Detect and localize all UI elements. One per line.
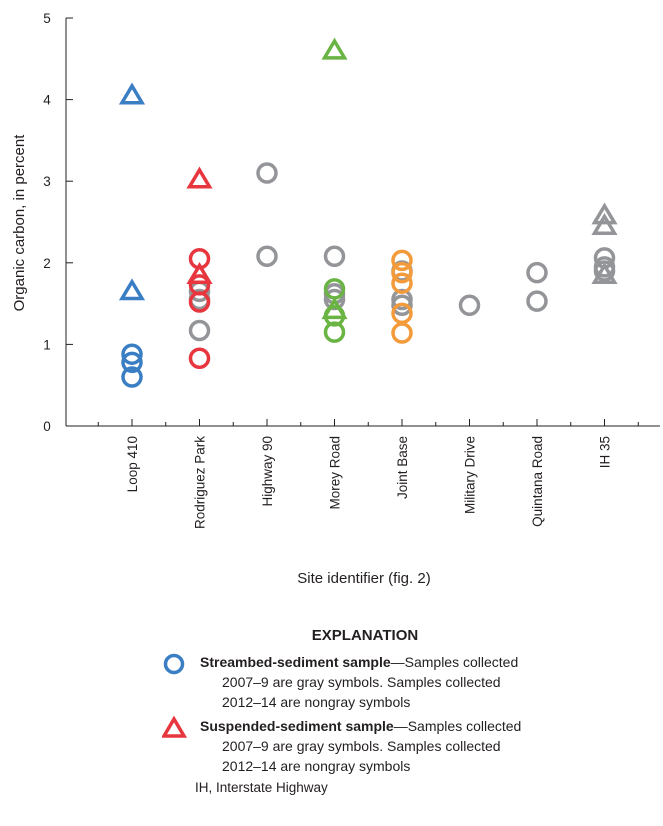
suspended-sample-point: [186, 166, 213, 189]
streambed-sample-point: [121, 343, 143, 365]
x-tick-labels: Loop 410 Rodriguez Park Highway 90 Morey Ro…: [125, 436, 613, 529]
streambed-sample-point: [391, 272, 413, 294]
streambed-sample-point: [256, 162, 278, 184]
legend-line-1: Streambed-sediment sample—Samples collec…: [200, 652, 600, 672]
data-markers: [118, 37, 618, 388]
legend-bold: Suspended-sediment sample: [200, 718, 394, 734]
streambed-sample-point: [458, 294, 481, 316]
streambed-sample-point: [391, 261, 413, 284]
axes: [65, 17, 660, 427]
streambed-sample-point: [526, 261, 548, 284]
suspended-sample-point: [591, 213, 618, 236]
streambed-sample-point: [188, 347, 211, 370]
legend-text: —Samples collected: [393, 718, 522, 734]
streambed-sample-point: [188, 319, 211, 342]
x-axis-title: Site identifier (fig. 2): [297, 570, 430, 587]
streambed-sample-point: [323, 321, 346, 343]
footnote: IH, Interstate Highway: [195, 780, 328, 795]
legend-text: —Samples collected: [390, 654, 519, 670]
suspended-sample-point: [321, 297, 348, 320]
legend-line-2: 2007–9 are gray symbols. Samples collect…: [222, 738, 501, 754]
suspended-sample-point: [118, 82, 146, 105]
x-tick-label: Rodriguez Park: [193, 436, 208, 529]
suspended-sample-point: [591, 202, 618, 225]
y-tick-label: 3: [43, 174, 51, 189]
triangle-marker-icon: [162, 716, 188, 738]
streambed-sample-point: [121, 351, 143, 374]
scatter-chart: 0 1 2 3 4 5 Loop 410 Rodriguez Park Highway 90 M…: [11, 11, 660, 587]
y-tick-label: 1: [43, 337, 51, 352]
streambed-sample-point: [256, 245, 278, 268]
legend-line-3: 2012–14 are nongray symbols: [222, 758, 411, 774]
y-tick-label: 0: [43, 419, 51, 434]
x-tick-label: Morey Road: [328, 436, 343, 510]
x-tick-label: Military Drive: [463, 436, 478, 514]
legend-line-3: 2012–14 are nongray symbols: [222, 694, 411, 710]
streambed-sample-point: [188, 291, 211, 313]
y-tick-label: 2: [43, 256, 51, 271]
suspended-sample-point: [186, 262, 213, 284]
streambed-sample-point: [593, 260, 616, 282]
x-tick-label: Highway 90: [260, 436, 275, 507]
circle-marker-icon: [163, 653, 185, 675]
y-tick-labels: 0 1 2 3 4 5: [43, 11, 51, 434]
y-tick-label: 4: [43, 93, 51, 108]
suspended-sample-point: [591, 262, 618, 284]
legend: EXPLANATION Streambed-sediment sample—Sa…: [160, 626, 600, 780]
streambed-sample-point: [121, 366, 143, 388]
x-tick-label: Joint Base: [395, 436, 410, 499]
streambed-sample-point: [323, 245, 346, 268]
legend-heading: EXPLANATION: [311, 627, 419, 644]
y-tick-label: 5: [43, 11, 51, 26]
streambed-sample-point: [391, 294, 413, 316]
legend-entry-suspended: Suspended-sediment sample—Samples collec…: [160, 716, 600, 776]
x-tick-label: Loop 410: [125, 436, 140, 492]
x-tick-label: IH 35: [598, 436, 613, 468]
suspended-sample-point: [118, 278, 146, 301]
legend-entry-streambed: Streambed-sediment sample—Samples collec…: [160, 652, 600, 712]
x-tick-label: Quintana Road: [530, 436, 545, 527]
streambed-sample-point: [391, 249, 413, 272]
streambed-sample-point: [391, 322, 413, 344]
legend-line-2: 2007–9 are gray symbols. Samples collect…: [222, 674, 501, 690]
legend-line-1: Suspended-sediment sample—Samples collec…: [200, 716, 600, 736]
streambed-sample-point: [526, 290, 548, 312]
suspended-sample-point: [321, 37, 348, 60]
y-axis-title: Organic carbon, in percent: [11, 134, 28, 312]
legend-bold: Streambed-sediment sample: [200, 654, 391, 670]
